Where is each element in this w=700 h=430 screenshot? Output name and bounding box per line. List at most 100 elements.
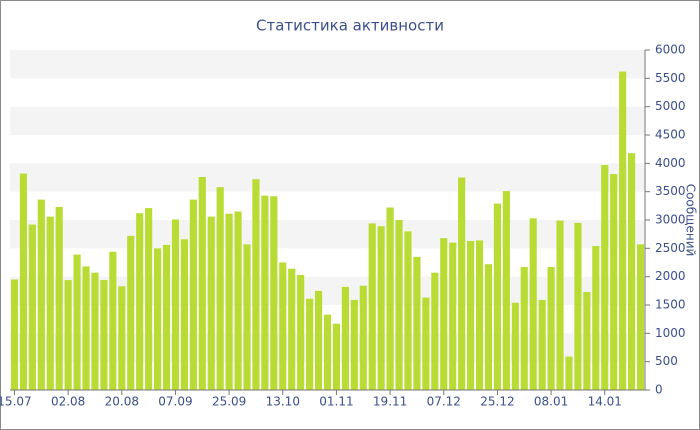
bar: [538, 299, 546, 390]
y-tick-label: 2500: [655, 241, 686, 255]
bar: [404, 231, 412, 390]
bar: [350, 299, 358, 390]
y-tick-label: 3000: [655, 213, 686, 227]
bar: [127, 235, 135, 390]
y-tick-label: 5500: [655, 71, 686, 85]
bar: [19, 173, 27, 390]
y-tick-label: 4500: [655, 128, 686, 142]
bar: [574, 222, 582, 390]
y-tick-label: 6000: [655, 43, 686, 57]
bar: [440, 238, 448, 390]
bar: [306, 298, 314, 390]
bar: [431, 272, 439, 390]
bar: [511, 302, 519, 390]
bar: [243, 244, 251, 390]
bar: [198, 176, 206, 390]
bar: [449, 242, 457, 390]
bar: [261, 195, 269, 390]
x-tick-label: 25.09: [212, 395, 246, 409]
bar: [583, 291, 591, 390]
bar: [118, 286, 126, 390]
bar: [225, 213, 233, 390]
x-tick-label: 25.12: [480, 395, 514, 409]
y-tick-label: 5000: [655, 99, 686, 113]
x-tick-label: 15.07: [0, 395, 32, 409]
bar: [28, 224, 36, 390]
bar: [422, 297, 430, 390]
grid-band: [10, 163, 645, 192]
y-tick-label: 2000: [655, 269, 686, 283]
bar: [252, 179, 260, 390]
y-axis-title: Сообщений: [684, 184, 698, 257]
bar: [136, 213, 144, 390]
bar: [279, 262, 287, 390]
bar: [234, 211, 242, 390]
x-tick-label: 20.08: [105, 395, 139, 409]
bar: [10, 279, 19, 390]
x-tick-label: 01.11: [319, 395, 353, 409]
bar: [377, 226, 385, 390]
bar: [64, 280, 72, 390]
bar: [46, 216, 54, 390]
bar: [556, 220, 564, 390]
bar: [82, 266, 90, 390]
bar: [207, 216, 215, 390]
bar: [484, 264, 493, 390]
bar: [565, 356, 573, 390]
bar: [610, 174, 618, 390]
bar: [359, 285, 367, 390]
bar: [314, 290, 323, 390]
x-tick-label: 08.01: [534, 395, 568, 409]
bar: [493, 203, 502, 390]
y-tick-label: 1500: [655, 298, 686, 312]
bar: [180, 239, 188, 390]
bar: [467, 240, 475, 390]
bar: [216, 187, 224, 390]
bar: [288, 268, 296, 390]
x-tick-label: 14.01: [588, 395, 622, 409]
bar: [502, 191, 510, 390]
x-tick-label: 19.11: [373, 395, 407, 409]
bar: [592, 246, 600, 390]
x-tick-label: 07.12: [427, 395, 461, 409]
chart-title: Статистика активности: [256, 17, 444, 35]
y-tick-label: 0: [655, 383, 663, 397]
x-tick-label: 13.10: [266, 395, 300, 409]
bar: [332, 323, 341, 390]
bar: [475, 240, 484, 390]
bar: [413, 256, 421, 390]
grid-band: [10, 106, 645, 135]
x-tick-label: 02.08: [51, 395, 85, 409]
y-tick-label: 500: [655, 354, 678, 368]
bar: [55, 206, 63, 390]
grid-band: [10, 220, 645, 249]
bar: [619, 71, 627, 391]
bar: [520, 267, 528, 390]
bar: [395, 220, 403, 390]
grid-band: [10, 50, 645, 79]
bar: [601, 165, 609, 390]
bar: [636, 244, 645, 390]
bar: [386, 207, 394, 390]
x-tick-label: 07.09: [158, 395, 192, 409]
bar: [100, 280, 108, 390]
bar: [458, 177, 466, 390]
bar: [91, 272, 99, 390]
bar: [323, 314, 332, 390]
bar: [145, 208, 153, 390]
bar: [171, 219, 180, 390]
bar: [270, 196, 278, 390]
bar: [189, 199, 197, 390]
bar: [628, 153, 636, 390]
y-tick-label: 1000: [655, 326, 686, 340]
bar: [529, 218, 537, 390]
bar: [153, 248, 162, 390]
bar: [73, 254, 81, 390]
bar: [109, 251, 117, 390]
bar: [368, 223, 376, 390]
bar: [162, 244, 171, 390]
bar: [341, 286, 349, 390]
bar: [547, 267, 555, 390]
bar: [37, 199, 45, 390]
